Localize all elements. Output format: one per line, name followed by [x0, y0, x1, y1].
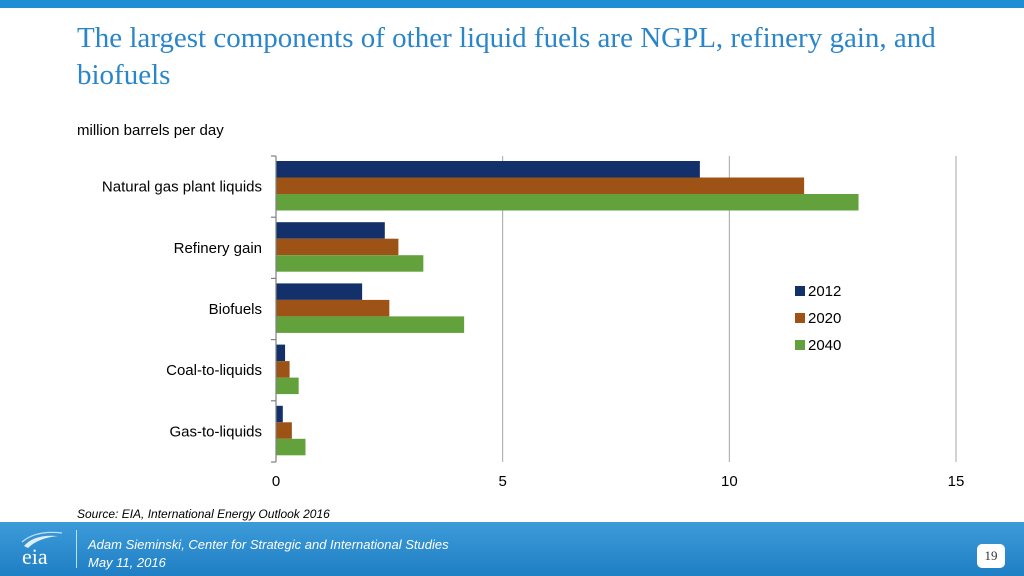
- bar-2040-2: [276, 316, 465, 333]
- legend-label-2012: 2012: [808, 283, 841, 300]
- x-tick-label-15: 15: [948, 473, 965, 490]
- page-number: 19: [977, 544, 1005, 568]
- bar-2040-1: [276, 255, 424, 272]
- unit-label: million barrels per day: [77, 122, 224, 139]
- footer-bar: eia Adam Sieminski, Center for Strategic…: [0, 522, 1024, 576]
- source-note: Source: EIA, International Energy Outloo…: [77, 507, 330, 521]
- bar-2020-1: [276, 238, 399, 256]
- category-label-3: Coal-to-liquids: [166, 362, 262, 379]
- legend-swatch-2012: [795, 286, 805, 296]
- bar-2012-4: [276, 405, 283, 423]
- legend-swatch-2020: [795, 313, 805, 323]
- legend-swatch-2040: [795, 340, 805, 350]
- bar-2020-0: [276, 177, 805, 194]
- bar-2012-0: [276, 161, 700, 178]
- bar-2020-3: [276, 361, 290, 378]
- eia-logo-icon: eia: [21, 531, 63, 569]
- slide-title: The largest components of other liquid f…: [77, 22, 936, 91]
- bar-2012-3: [276, 344, 286, 362]
- footer-divider: [76, 530, 77, 568]
- footer-date: May 11, 2016: [88, 555, 166, 570]
- x-tick-label-5: 5: [498, 473, 506, 490]
- eia-logo-text: eia: [22, 544, 48, 569]
- top-accent-bar: [0, 0, 1024, 8]
- category-label-2: Biofuels: [209, 301, 262, 318]
- bar-2012-2: [276, 283, 363, 300]
- footer-presenter: Adam Sieminski, Center for Strategic and…: [88, 537, 449, 552]
- category-label-4: Gas-to-liquids: [169, 423, 262, 440]
- bar-2040-3: [276, 377, 299, 395]
- category-label-1: Refinery gain: [174, 240, 262, 257]
- bar-2020-4: [276, 422, 292, 439]
- bar-2012-1: [276, 222, 385, 239]
- x-tick-label-0: 0: [272, 473, 280, 490]
- legend-label-2020: 2020: [808, 310, 841, 327]
- bar-2040-4: [276, 438, 306, 456]
- legend-label-2040: 2040: [808, 337, 841, 354]
- bar-2020-2: [276, 299, 390, 317]
- bar-2040-0: [276, 194, 859, 211]
- x-tick-label-10: 10: [721, 473, 738, 490]
- category-label-0: Natural gas plant liquids: [102, 179, 262, 196]
- bar-chart: Natural gas plant liquids Refinery gain Bi…: [102, 155, 965, 490]
